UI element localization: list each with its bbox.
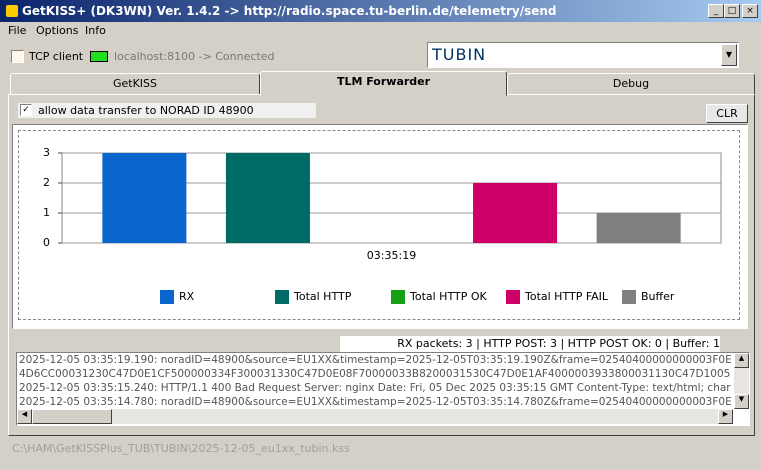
menu-item[interactable]: File xyxy=(8,24,27,37)
log-box[interactable]: 2025-12-05 03:35:19.190: noradID=48900&s… xyxy=(16,352,750,426)
legend-label: Buffer xyxy=(641,290,675,303)
scroll-thumb[interactable] xyxy=(32,409,112,424)
title-bar: GetKISS+ (DK3WN) Ver. 1.4.2 -> http://ra… xyxy=(0,0,761,22)
legend-swatch xyxy=(160,290,174,304)
allow-row: ✓ allow data transfer to NORAD ID 48900 xyxy=(18,103,316,118)
allow-checkbox[interactable]: ✓ xyxy=(20,104,32,116)
tab[interactable]: Debug xyxy=(507,73,755,95)
tab[interactable]: GetKISS xyxy=(10,73,260,95)
y-tick-label: 2 xyxy=(43,176,50,189)
bar xyxy=(473,183,558,243)
h-scrollbar[interactable]: ◀ ▶ xyxy=(17,409,733,424)
legend-swatch xyxy=(391,290,405,304)
status-led xyxy=(90,51,108,62)
log-line: 4D6CC00031230C47D0E1CF500000334F30003133… xyxy=(19,368,731,380)
close-button[interactable]: × xyxy=(742,4,758,18)
menu-item[interactable]: Options xyxy=(36,24,79,37)
bar xyxy=(102,153,187,243)
satellite-combobox[interactable]: TUBIN ▼ xyxy=(427,42,739,68)
connection-status: localhost:8100 -> Connected xyxy=(114,50,275,63)
maximize-button[interactable]: □ xyxy=(724,4,740,18)
legend-swatch xyxy=(506,290,520,304)
scroll-left[interactable]: ◀ xyxy=(17,409,32,424)
scroll-up[interactable]: ▲ xyxy=(734,353,749,368)
log-line: 2025-12-05 03:35:19.190: noradID=48900&s… xyxy=(19,354,731,366)
v-scrollbar[interactable]: ▲ ▼ xyxy=(734,353,749,409)
clr-button[interactable]: CLR xyxy=(706,104,748,123)
status-bar: C:\HAM\GetKISSPlus_TUB\TUBIN\2025-12-05_… xyxy=(12,442,350,455)
legend-swatch xyxy=(622,290,636,304)
tab-active[interactable]: TLM Forwarder xyxy=(260,71,507,96)
scroll-down[interactable]: ▼ xyxy=(734,394,749,409)
menu-item[interactable]: Info xyxy=(85,24,106,37)
chart: 0 1 2 3 03:35:19 RX Total HTTP Total HTTP OK Tot… xyxy=(43,146,722,304)
window-title: GetKISS+ (DK3WN) Ver. 1.4.2 -> http://ra… xyxy=(22,4,557,18)
log-line: 2025-12-05 03:35:15.240: HTTP/1.1 400 Ba… xyxy=(19,382,731,394)
scroll-right[interactable]: ▶ xyxy=(718,409,733,424)
summary: RX packets: 3 | HTTP POST: 3 | HTTP POST… xyxy=(340,336,720,352)
bar xyxy=(596,213,681,243)
log-lines: 2025-12-05 03:35:19.190: noradID=48900&s… xyxy=(19,353,731,409)
legend-label: Total HTTP xyxy=(293,290,352,303)
y-tick-label: 0 xyxy=(43,236,50,249)
legend-swatch xyxy=(275,290,289,304)
y-tick-label: 1 xyxy=(43,206,50,219)
chart-frame xyxy=(18,130,740,320)
tcp-label: TCP client xyxy=(29,50,84,63)
allow-label: allow data transfer to NORAD ID 48900 xyxy=(38,104,254,117)
minimize-button[interactable]: _ xyxy=(708,4,724,18)
log-line: 2025-12-05 03:35:14.780: noradID=48900&s… xyxy=(19,396,731,408)
tcp-checkbox[interactable] xyxy=(11,50,24,63)
legend-label: Total HTTP OK xyxy=(409,290,487,303)
app-icon xyxy=(6,5,18,17)
y-tick-label: 3 xyxy=(43,146,50,159)
combo-arrow[interactable]: ▼ xyxy=(721,44,737,66)
legend-label: RX xyxy=(179,290,195,303)
satellite-value: TUBIN xyxy=(432,45,487,64)
legend-label: Total HTTP FAIL xyxy=(524,290,609,303)
x-tick-label: 03:35:19 xyxy=(367,249,416,262)
bar xyxy=(225,153,310,243)
